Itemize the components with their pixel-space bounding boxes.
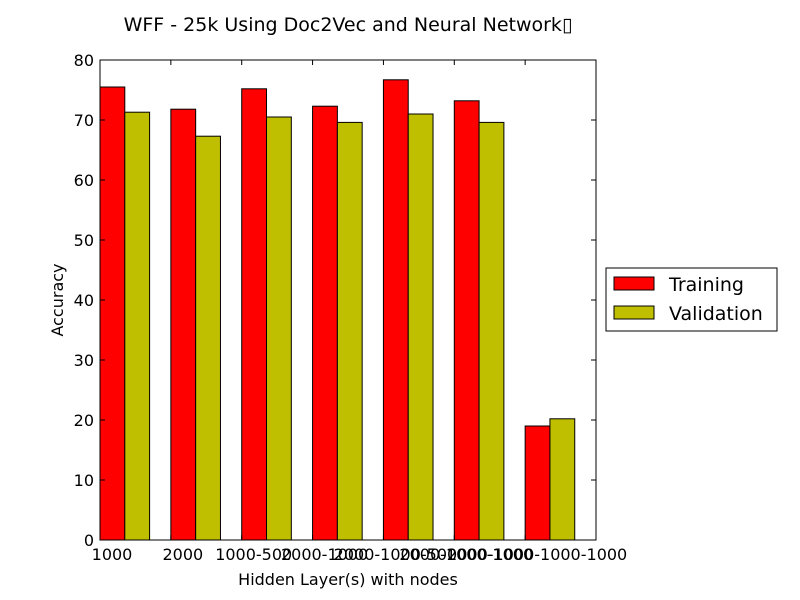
y-tick-label: 20 bbox=[74, 411, 94, 430]
x-tick-label: 1000-500 bbox=[215, 545, 292, 564]
bar-validation-3 bbox=[336, 121, 363, 541]
y-tick-label: 0 bbox=[84, 531, 94, 550]
bar-validation-6 bbox=[549, 418, 576, 541]
x-tick-label: 2000-1000 bbox=[281, 545, 368, 564]
bar-validation-0 bbox=[124, 111, 151, 541]
y-axis-label: Accuracy bbox=[48, 263, 67, 336]
x-tick-label: 2000-1000-500 bbox=[334, 545, 458, 564]
legend-label-training: Training bbox=[668, 274, 744, 296]
x-tick-label: 2000-1000-1000 bbox=[399, 545, 533, 564]
y-tick-label: 70 bbox=[74, 111, 94, 130]
legend-swatch-validation bbox=[613, 305, 655, 320]
y-tick-label: 60 bbox=[74, 171, 94, 190]
plot-frame bbox=[99, 59, 597, 541]
bar-validation-5 bbox=[478, 121, 505, 541]
bar-training-2 bbox=[241, 88, 268, 541]
x-axis-ticks: 1000 2000 1000-5002000-10002000-1000-50020… bbox=[92, 60, 627, 564]
x-axis-label: Hidden Layer(s) with nodes bbox=[238, 570, 458, 589]
bar-training-5 bbox=[453, 100, 480, 541]
chart-title: WFF - 25k Using Doc2Vec and Neural Netwo… bbox=[124, 14, 573, 36]
x-tick-label: 2000 bbox=[162, 545, 203, 564]
bar-training-1 bbox=[170, 108, 197, 541]
y-tick-label: 10 bbox=[74, 471, 94, 490]
y-tick-label: 80 bbox=[74, 51, 94, 70]
legend: Training Validation bbox=[605, 267, 778, 332]
bar-training-6 bbox=[524, 425, 551, 541]
x-tick-label: 2000-1000-1000-1000 bbox=[447, 545, 627, 564]
bars-group bbox=[99, 79, 576, 541]
bar-training-3 bbox=[312, 105, 338, 541]
legend-swatch-training bbox=[613, 276, 655, 291]
bar-validation-4 bbox=[407, 113, 434, 541]
y-tick-label: 50 bbox=[74, 231, 94, 250]
y-tick-label: 30 bbox=[74, 351, 94, 370]
y-tick-label: 40 bbox=[74, 291, 94, 310]
bar-validation-2 bbox=[266, 116, 292, 541]
bar-training-4 bbox=[382, 79, 409, 541]
legend-label-validation: Validation bbox=[669, 303, 763, 325]
x-tick-label: 1000 bbox=[92, 545, 133, 564]
bar-validation-1 bbox=[195, 135, 221, 541]
bar-training-0 bbox=[99, 86, 126, 541]
y-axis-ticks: 0 10 20 30 40 50 60 70 80 bbox=[74, 51, 596, 550]
